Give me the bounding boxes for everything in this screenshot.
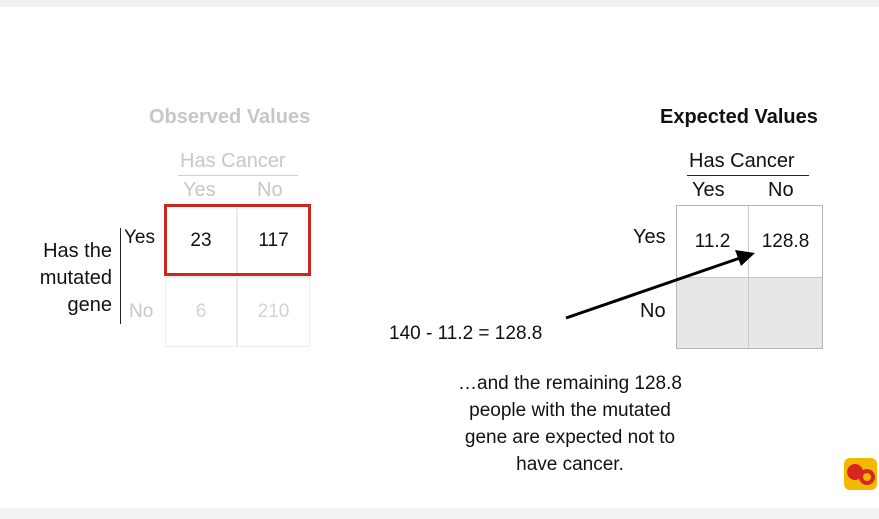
observed-row-label-yes: Yes [124,227,155,248]
expected-table: 11.2 128.8 [676,205,823,349]
statquest-logo-icon [844,458,877,490]
expected-col-label-yes: Yes [692,179,725,201]
equation-text: 140 - 11.2 = 128.8 [389,323,543,344]
expected-cell-no-yes [677,278,749,348]
arrow-shaft [565,256,741,320]
observed-cell-no-yes: 6 [165,277,237,347]
logo-mark-center [863,473,871,481]
explanation-line-2: people with the mutated [469,400,671,421]
explanation-line-3: gene are expected not to [464,427,676,448]
expected-row-label-no: No [640,300,666,322]
observed-col-header: Has Cancer [180,150,286,172]
expected-col-header-underline [687,175,809,176]
observed-cell-no-no: 210 [237,277,310,347]
observed-col-label-yes: Yes [183,179,216,201]
row-header-line-2: mutated [39,267,112,289]
expected-title: Expected Values [660,106,818,128]
arrow-head [735,250,755,266]
expected-col-header: Has Cancer [689,150,795,172]
bottom-bar [0,508,879,519]
observed-table: 23 117 6 210 [165,205,310,347]
explanation-line-4: have cancer. [516,454,624,475]
expected-cell-yes-no: 128.8 [749,206,822,278]
expected-cell-no-no [749,278,822,348]
expected-row-label-yes: Yes [633,226,666,248]
explanation-line-1: …and the remaining 128.8 [458,373,682,394]
observed-col-header-underline [178,175,298,176]
explanation-text: …and the remaining 128.8 people with the… [420,370,720,478]
row-header-bracket [120,228,121,324]
logo-mark-left [847,464,863,480]
expected-col-label-no: No [768,179,794,201]
row-header-line-1: Has the [43,240,112,262]
observed-title: Observed Values [149,106,311,128]
highlight-box [164,204,311,276]
row-header-line-3: gene [67,294,113,316]
observed-row-label-no: No [129,301,154,322]
top-bar [0,0,879,7]
expected-cell-yes-yes: 11.2 [677,206,749,278]
observed-col-label-no: No [257,179,283,201]
